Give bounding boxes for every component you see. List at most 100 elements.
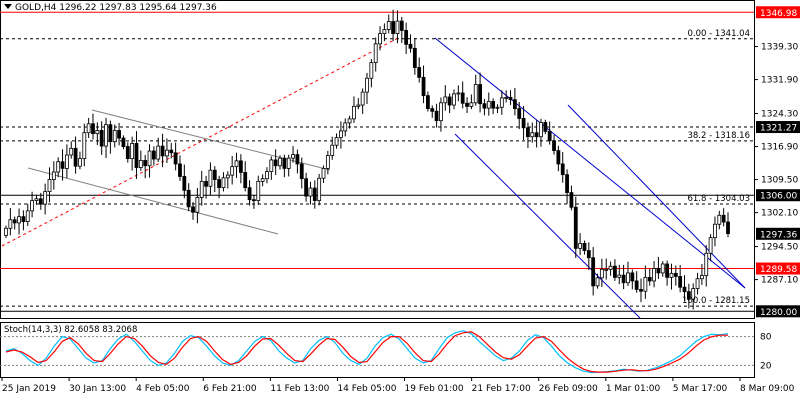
candle-body — [138, 159, 143, 168]
candle-body — [591, 257, 596, 287]
candle-body — [286, 157, 291, 169]
candle-body — [717, 214, 722, 225]
candle-body — [613, 265, 617, 278]
candle-body — [617, 274, 622, 278]
candle-body — [526, 127, 530, 138]
candle-body — [312, 187, 317, 201]
candle-body — [212, 169, 217, 180]
candle-body — [60, 161, 65, 169]
fib-level-label: 61.8 - 1304.03 — [687, 194, 750, 204]
candle-body — [569, 192, 574, 208]
candle-body — [669, 272, 674, 278]
candle-body — [347, 118, 352, 124]
price-tag-label: 1306.00 — [760, 192, 797, 202]
candle-body — [508, 97, 513, 101]
candle-body — [469, 102, 474, 107]
price-tags: 1346.98 1321.27 1306.00 1297.36 1289.58 1280.… — [756, 6, 800, 318]
candle-body — [295, 154, 300, 165]
candle-body — [17, 216, 21, 224]
candle-body — [408, 43, 413, 49]
candle-body — [225, 174, 230, 179]
dropdown-triangle-icon[interactable] — [4, 4, 12, 9]
open-value: 1296.22 — [59, 3, 97, 13]
red-trendline — [1, 37, 399, 247]
candle-body — [412, 47, 417, 68]
candle-body — [339, 130, 343, 139]
candle-body — [721, 214, 726, 223]
time-tick-label: 19 Feb 01:00 — [405, 384, 464, 394]
candle-body — [91, 123, 95, 135]
close-value: 1297.36 — [179, 3, 217, 13]
candle-body — [604, 268, 609, 271]
candle-body — [360, 91, 365, 106]
candle-body — [652, 268, 656, 282]
candle-body — [252, 199, 256, 202]
time-tick-label: 11 Feb 13:00 — [270, 384, 329, 394]
candle-body — [647, 276, 652, 282]
candle-body — [686, 291, 691, 300]
candle-body — [365, 77, 369, 93]
candle-body — [378, 33, 382, 45]
candle-body — [221, 177, 226, 189]
candle-body — [352, 105, 356, 120]
candle-body — [495, 106, 500, 109]
price-tag-label: 1321.27 — [760, 124, 797, 134]
candle-body — [73, 147, 78, 167]
candle-body — [217, 179, 222, 189]
time-tick-label: 26 Feb 09:00 — [539, 384, 598, 394]
time-tick-label: 5 Mar 17:00 — [673, 384, 728, 394]
price-tick-label: 1339.30 — [761, 43, 798, 53]
candle-body — [404, 30, 409, 45]
candle-body — [165, 149, 169, 157]
time-tick-label: 6 Feb 21:00 — [203, 384, 257, 394]
candle-body — [325, 155, 330, 169]
candle-body — [117, 130, 121, 139]
candle-body — [447, 96, 452, 106]
price-tag — [756, 121, 800, 134]
candle-body — [543, 122, 548, 132]
price-tag-label: 1297.36 — [760, 230, 797, 240]
candle-body — [504, 97, 509, 99]
candle-body — [156, 145, 161, 160]
candle-body — [691, 288, 696, 300]
stoch-level-label: 20 — [760, 361, 772, 371]
candle-body — [182, 176, 187, 191]
candle-body — [21, 216, 26, 222]
stoch-main-line — [5, 330, 729, 374]
price-tag-label: 1346.98 — [760, 9, 797, 19]
candle-body — [69, 147, 74, 156]
candle-body — [382, 29, 387, 34]
fib-level-label: 0.00 - 1341.04 — [687, 29, 750, 39]
candle-body — [726, 221, 730, 235]
candle-body — [521, 118, 526, 129]
candle-body — [134, 143, 139, 168]
candle-body — [43, 191, 48, 205]
candle-body — [160, 145, 165, 157]
candle-body — [99, 130, 104, 147]
candle-body — [304, 178, 309, 197]
candle-body — [434, 110, 439, 122]
candle-body — [421, 76, 426, 97]
candle-body — [204, 180, 208, 187]
candle-body — [634, 280, 639, 290]
price-tag-label: 1280.00 — [760, 308, 797, 318]
candle-body — [539, 122, 543, 138]
candle-body — [108, 124, 113, 143]
candle-body — [121, 137, 126, 147]
candle-body — [199, 180, 204, 198]
candle-body — [673, 272, 678, 277]
candle-body — [169, 149, 174, 154]
candle-body — [486, 101, 491, 109]
candle-body — [8, 219, 13, 229]
low-value: 1295.64 — [139, 3, 177, 13]
fib-level-label: 100.0 - 1281.15 — [682, 296, 750, 306]
candle-body — [299, 163, 304, 180]
candle-body — [95, 130, 100, 135]
gray-channel-bottom — [27, 167, 279, 235]
candle-body — [369, 62, 374, 79]
candle-body — [465, 102, 469, 107]
candle-body — [626, 272, 630, 284]
fibonacci-labels: 0.00 - 1341.04 38.2 - 1318.16 61.8 - 1304.… — [682, 29, 750, 306]
candle-body — [713, 223, 717, 239]
